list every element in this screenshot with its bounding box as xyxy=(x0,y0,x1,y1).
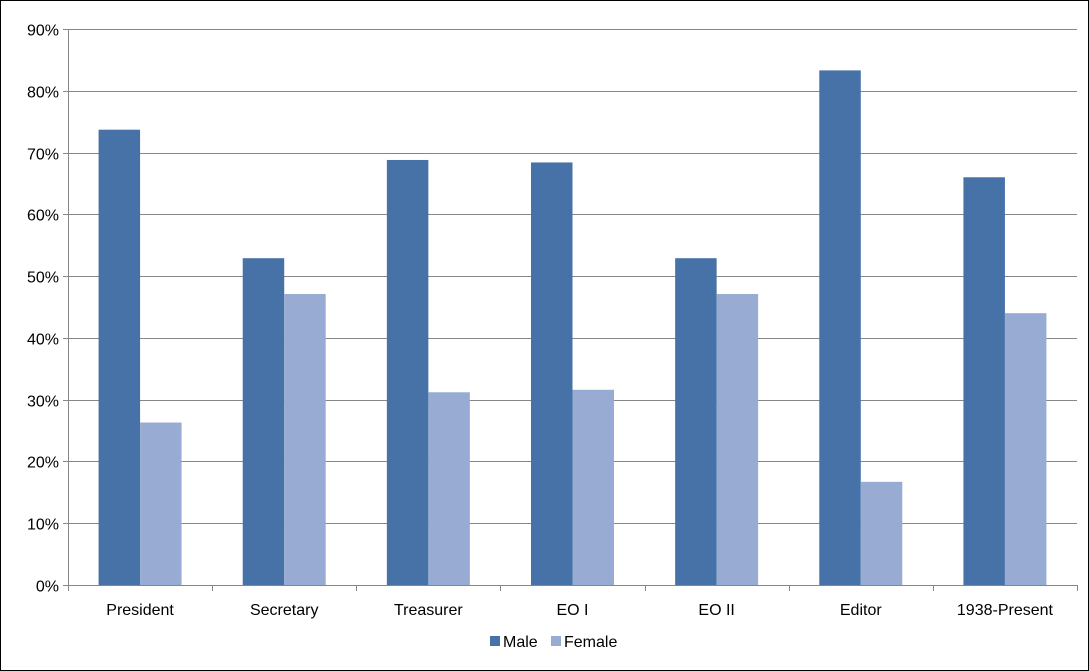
bar-male-4 xyxy=(675,258,717,585)
x-tick-label: EO I xyxy=(556,602,588,619)
y-tick-label: 60% xyxy=(27,208,59,225)
y-tick-label: 90% xyxy=(27,23,59,40)
y-tick-label: 20% xyxy=(27,455,59,472)
bar-female-6 xyxy=(1004,313,1047,585)
legend-label-female: Female xyxy=(564,634,617,651)
x-tick-label: President xyxy=(106,602,174,619)
bar-female-4 xyxy=(716,294,759,585)
legend-swatch-female xyxy=(551,636,561,646)
bar-male-5 xyxy=(819,70,861,585)
x-tick-label: Secretary xyxy=(250,602,318,619)
bar-female-5 xyxy=(860,481,903,585)
bar-female-1 xyxy=(284,294,326,585)
bar-female-0 xyxy=(140,422,182,585)
y-tick-label: 30% xyxy=(27,394,59,411)
x-tick-label: 1938-Present xyxy=(957,602,1054,619)
y-tick-label: 0% xyxy=(36,579,59,596)
x-tick-label: Editor xyxy=(840,602,882,619)
x-tick-label: Treasurer xyxy=(394,602,463,619)
bar-female-2 xyxy=(428,392,470,585)
bar-male-2 xyxy=(386,159,429,586)
y-tick-label: 50% xyxy=(27,270,59,287)
bar-male-6 xyxy=(963,177,1005,585)
y-tick-label: 70% xyxy=(27,147,59,164)
x-axis-tick-labels: President Secretary Treasurer EO I EO II Edit… xyxy=(106,602,1053,619)
legend: Male Female xyxy=(490,634,617,651)
bar-male-1 xyxy=(242,258,285,585)
legend-label-male: Male xyxy=(503,634,538,651)
y-axis-tick-labels: 0% 10% 20% 30% 40% 50% 60% 70% 80% 90% xyxy=(27,23,59,596)
bar-male-3 xyxy=(531,162,573,585)
bars xyxy=(98,70,1047,586)
legend-swatch-male xyxy=(490,636,500,646)
axes xyxy=(68,29,1078,591)
y-tick-label: 10% xyxy=(27,517,59,534)
bar-female-3 xyxy=(572,389,614,585)
x-tick-label: EO II xyxy=(698,602,734,619)
y-tick-label: 40% xyxy=(27,332,59,349)
bar-male-0 xyxy=(98,129,141,585)
y-tick-label: 80% xyxy=(27,85,59,102)
